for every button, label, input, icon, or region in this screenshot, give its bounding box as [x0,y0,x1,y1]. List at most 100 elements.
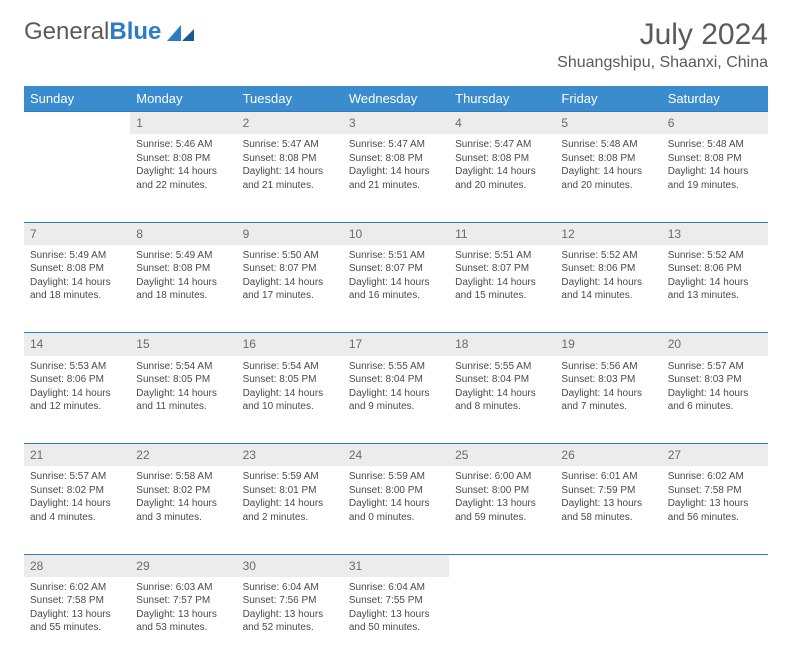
day-number-cell: 17 [343,333,449,356]
day-content-cell [24,134,130,222]
cell-line-ss: Sunset: 8:02 PM [136,484,230,498]
cell-line-d2: and 16 minutes. [349,289,443,303]
day-number-cell: 11 [449,222,555,245]
cell-line-ss: Sunset: 8:08 PM [30,262,124,276]
day-number-cell: 29 [130,554,236,577]
day-content-cell: Sunrise: 6:03 AMSunset: 7:57 PMDaylight:… [130,577,236,665]
cell-line-d2: and 18 minutes. [30,289,124,303]
day-number-cell: 23 [237,444,343,467]
cell-line-d2: and 14 minutes. [561,289,655,303]
cell-line-sr: Sunrise: 5:47 AM [243,138,337,152]
day-number-cell: 19 [555,333,661,356]
cell-line-d2: and 53 minutes. [136,621,230,635]
cell-line-d1: Daylight: 14 hours [668,276,762,290]
day-number-cell: 15 [130,333,236,356]
day-header-row: SundayMondayTuesdayWednesdayThursdayFrid… [24,86,768,112]
day-content-cell: Sunrise: 6:00 AMSunset: 8:00 PMDaylight:… [449,466,555,554]
cell-line-d2: and 15 minutes. [455,289,549,303]
day-content-cell: Sunrise: 5:51 AMSunset: 8:07 PMDaylight:… [449,245,555,333]
logo-sail-icon [167,23,195,41]
cell-line-sr: Sunrise: 5:52 AM [561,249,655,263]
header: GeneralBlue July 2024 Shuangshipu, Shaan… [0,0,792,80]
cell-line-ss: Sunset: 8:03 PM [668,373,762,387]
cell-line-d2: and 8 minutes. [455,400,549,414]
day-number-cell: 26 [555,444,661,467]
day-number-cell: 14 [24,333,130,356]
cell-line-d2: and 0 minutes. [349,511,443,525]
logo-part2: Blue [109,18,161,45]
cell-line-sr: Sunrise: 5:46 AM [136,138,230,152]
cell-line-sr: Sunrise: 5:48 AM [668,138,762,152]
cell-line-d1: Daylight: 14 hours [243,497,337,511]
cell-line-d1: Daylight: 14 hours [668,165,762,179]
day-number-cell: 4 [449,112,555,135]
cell-line-sr: Sunrise: 5:47 AM [455,138,549,152]
cell-line-d1: Daylight: 13 hours [561,497,655,511]
cell-line-d1: Daylight: 13 hours [668,497,762,511]
cell-line-d1: Daylight: 14 hours [243,387,337,401]
day-number-cell: 3 [343,112,449,135]
day-content-row: Sunrise: 5:57 AMSunset: 8:02 PMDaylight:… [24,466,768,554]
cell-line-ss: Sunset: 8:06 PM [561,262,655,276]
day-content-cell: Sunrise: 5:48 AMSunset: 8:08 PMDaylight:… [662,134,768,222]
cell-line-sr: Sunrise: 6:00 AM [455,470,549,484]
day-content-cell: Sunrise: 5:46 AMSunset: 8:08 PMDaylight:… [130,134,236,222]
cell-line-ss: Sunset: 7:58 PM [30,594,124,608]
cell-line-sr: Sunrise: 6:01 AM [561,470,655,484]
cell-line-sr: Sunrise: 6:04 AM [349,581,443,595]
cell-line-ss: Sunset: 8:08 PM [455,152,549,166]
cell-line-ss: Sunset: 7:58 PM [668,484,762,498]
cell-line-ss: Sunset: 8:08 PM [561,152,655,166]
day-number-row: 123456 [24,112,768,135]
cell-line-d2: and 2 minutes. [243,511,337,525]
cell-line-d1: Daylight: 14 hours [136,497,230,511]
cell-line-sr: Sunrise: 5:57 AM [30,470,124,484]
day-content-cell: Sunrise: 5:52 AMSunset: 8:06 PMDaylight:… [662,245,768,333]
cell-line-d1: Daylight: 14 hours [30,387,124,401]
day-content-cell: Sunrise: 5:53 AMSunset: 8:06 PMDaylight:… [24,356,130,444]
cell-line-sr: Sunrise: 6:04 AM [243,581,337,595]
day-number-cell [662,554,768,577]
day-content-cell: Sunrise: 5:47 AMSunset: 8:08 PMDaylight:… [237,134,343,222]
cell-line-sr: Sunrise: 5:48 AM [561,138,655,152]
day-number-cell: 20 [662,333,768,356]
day-number-cell [449,554,555,577]
cell-line-d1: Daylight: 14 hours [30,497,124,511]
day-number-cell: 8 [130,222,236,245]
day-content-row: Sunrise: 5:53 AMSunset: 8:06 PMDaylight:… [24,356,768,444]
day-header: Saturday [662,86,768,112]
day-content-cell: Sunrise: 6:01 AMSunset: 7:59 PMDaylight:… [555,466,661,554]
day-number-cell: 2 [237,112,343,135]
cell-line-ss: Sunset: 7:59 PM [561,484,655,498]
day-content-row: Sunrise: 5:46 AMSunset: 8:08 PMDaylight:… [24,134,768,222]
cell-line-d2: and 4 minutes. [30,511,124,525]
cell-line-sr: Sunrise: 5:57 AM [668,360,762,374]
cell-line-d2: and 7 minutes. [561,400,655,414]
cell-line-sr: Sunrise: 5:56 AM [561,360,655,374]
cell-line-d1: Daylight: 14 hours [243,276,337,290]
cell-line-d1: Daylight: 14 hours [455,165,549,179]
cell-line-ss: Sunset: 7:55 PM [349,594,443,608]
cell-line-sr: Sunrise: 5:49 AM [30,249,124,263]
cell-line-ss: Sunset: 8:00 PM [349,484,443,498]
cell-line-d2: and 52 minutes. [243,621,337,635]
cell-line-d1: Daylight: 14 hours [243,165,337,179]
cell-line-d2: and 50 minutes. [349,621,443,635]
cell-line-d2: and 10 minutes. [243,400,337,414]
cell-line-d2: and 21 minutes. [243,179,337,193]
day-number-cell: 6 [662,112,768,135]
cell-line-d2: and 17 minutes. [243,289,337,303]
logo-part1: General [24,18,109,45]
cell-line-d1: Daylight: 13 hours [455,497,549,511]
day-content-cell: Sunrise: 5:57 AMSunset: 8:02 PMDaylight:… [24,466,130,554]
day-content-cell: Sunrise: 5:48 AMSunset: 8:08 PMDaylight:… [555,134,661,222]
day-number-cell: 30 [237,554,343,577]
day-content-cell: Sunrise: 5:57 AMSunset: 8:03 PMDaylight:… [662,356,768,444]
day-number-cell: 24 [343,444,449,467]
day-content-cell: Sunrise: 5:55 AMSunset: 8:04 PMDaylight:… [343,356,449,444]
cell-line-d1: Daylight: 13 hours [30,608,124,622]
day-content-cell: Sunrise: 5:49 AMSunset: 8:08 PMDaylight:… [130,245,236,333]
day-number-row: 28293031 [24,554,768,577]
cell-line-sr: Sunrise: 5:59 AM [349,470,443,484]
cell-line-d1: Daylight: 14 hours [349,165,443,179]
